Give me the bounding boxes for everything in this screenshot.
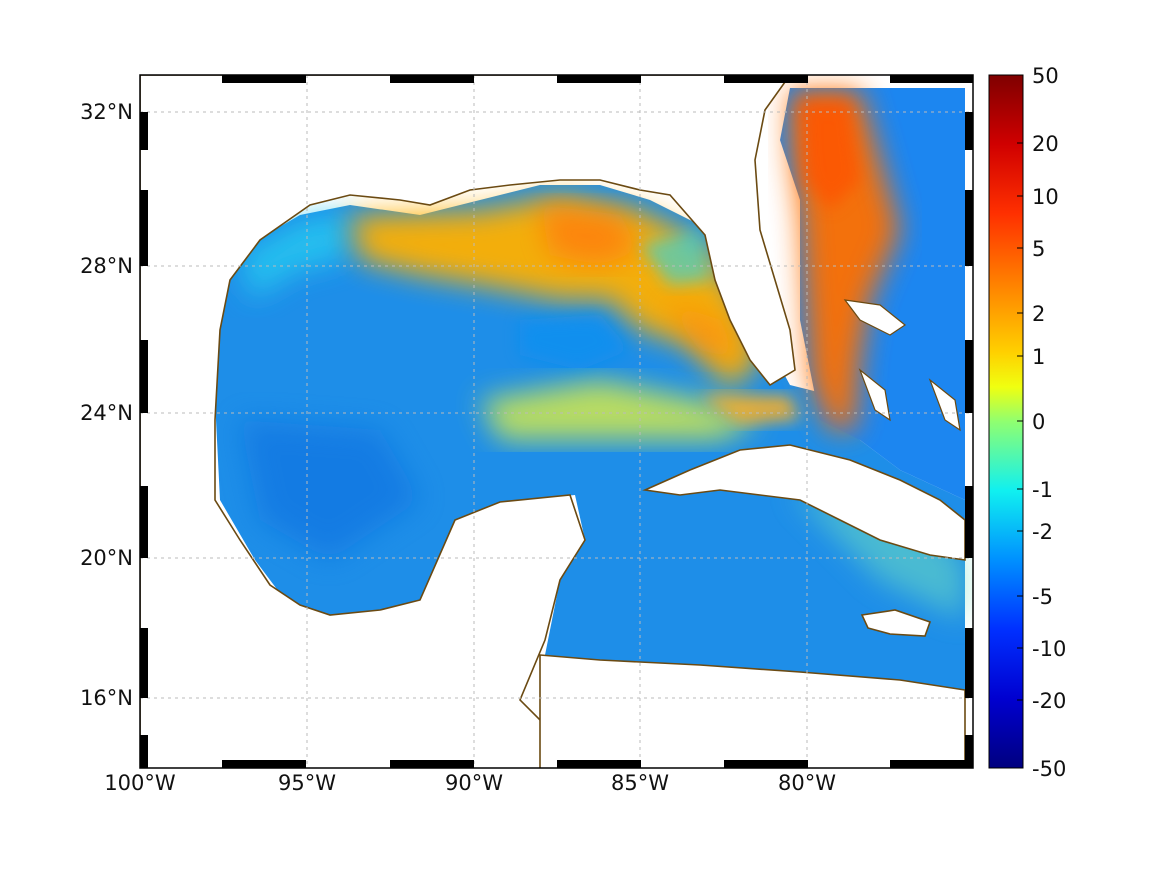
lon-label: 85°W — [611, 771, 669, 795]
bahamas-land — [843, 299, 961, 432]
lat-label: 24°N — [80, 401, 133, 425]
map-frame — [139, 74, 974, 769]
colorbar-tick-label: -2 — [1032, 520, 1053, 544]
lon-label: 95°W — [278, 771, 336, 795]
jamaica-land — [860, 609, 932, 637]
latitude-labels: 32°N 28°N 24°N 20°N 16°N — [80, 100, 133, 710]
lat-label: 28°N — [80, 254, 133, 278]
colorbar-tick-label: 5 — [1032, 237, 1045, 261]
lon-label: 80°W — [778, 771, 836, 795]
lat-label: 20°N — [80, 546, 133, 570]
central-america-land — [539, 654, 966, 768]
colorbar-tick-label: 0 — [1032, 410, 1045, 434]
mexico-us-land — [140, 75, 796, 768]
colorbar-tick-label: 50 — [1032, 64, 1059, 88]
colorbar-tick-label: 10 — [1032, 185, 1059, 209]
cuba-land — [642, 444, 966, 561]
lon-label: 90°W — [445, 771, 503, 795]
lon-label: 100°W — [104, 771, 176, 795]
graticule — [140, 75, 973, 768]
colorbar-tick-labels: 50 20 10 5 2 1 0 -1 -2 -5 -10 -20 -50 — [1032, 64, 1066, 781]
colorbar-tick-label: -20 — [1032, 689, 1066, 713]
lat-label: 16°N — [80, 686, 133, 710]
colorbar-tick-label: -1 — [1032, 478, 1053, 502]
colorbar-tick-label: -5 — [1032, 585, 1053, 609]
land-areas — [140, 75, 966, 768]
colorbar: 50 20 10 5 2 1 0 -1 -2 -5 -10 -20 -50 — [988, 64, 1066, 781]
colorbar-tick-label: 2 — [1032, 302, 1045, 326]
ocean-data-field — [215, 88, 965, 690]
colorbar-tick-label: 20 — [1032, 132, 1059, 156]
colorbar-tick-label: -50 — [1032, 757, 1066, 781]
colorbar-tick-label: -10 — [1032, 637, 1066, 661]
colorbar-tick-label: 1 — [1032, 345, 1045, 369]
longitude-labels: 100°W 95°W 90°W 85°W 80°W — [104, 771, 836, 795]
lat-label: 32°N — [80, 100, 133, 124]
